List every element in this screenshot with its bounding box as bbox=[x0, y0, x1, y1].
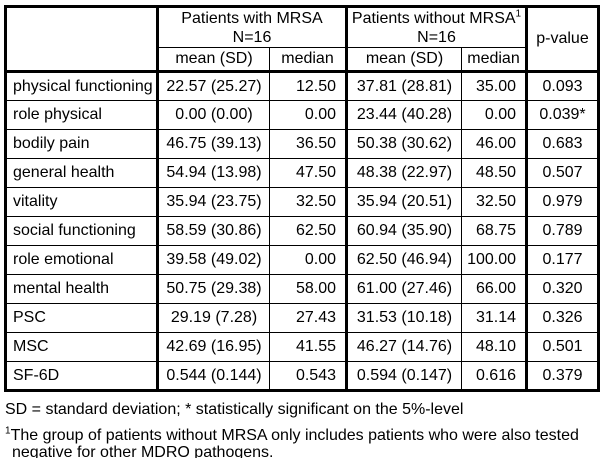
p-value-cell: 0.320 bbox=[526, 274, 599, 304]
row-label: physical functioning bbox=[5, 71, 159, 101]
no-mrsa-mean-sd-cell: 62.50 (46.94) bbox=[346, 245, 462, 275]
footnote-marker-icon: 1 bbox=[5, 425, 11, 437]
mrsa-median-cell: 58.00 bbox=[269, 274, 348, 304]
p-value-cell: 0.379 bbox=[526, 361, 599, 391]
mrsa-mean-sd-cell: 50.75 (29.38) bbox=[157, 274, 270, 304]
p-value-cell: 0.683 bbox=[526, 129, 599, 159]
mrsa-median-cell: 36.50 bbox=[269, 129, 348, 159]
table-row: MSC 42.69 (16.95) 41.55 46.27 (14.76) 48… bbox=[5, 332, 599, 362]
no-mrsa-mean-sd-cell: 0.594 (0.147) bbox=[346, 361, 462, 391]
mrsa-mean-sd-cell: 29.19 (7.28) bbox=[157, 303, 270, 333]
table-row: bodily pain 46.75 (39.13) 36.50 50.38 (3… bbox=[5, 129, 599, 159]
row-label: MSC bbox=[5, 332, 159, 362]
mrsa-median-cell: 0.00 bbox=[269, 100, 348, 130]
no-mrsa-mean-sd-cell: 46.27 (14.76) bbox=[346, 332, 462, 362]
p-value-cell: 0.039* bbox=[526, 100, 599, 130]
header-row-groups: Patients with MRSA N=16 Patients without… bbox=[5, 6, 599, 73]
row-label: mental health bbox=[5, 274, 159, 304]
group-n: N=16 bbox=[232, 28, 272, 46]
group-n: N=16 bbox=[417, 28, 456, 46]
mrsa-mean-sd-cell: 22.57 (25.27) bbox=[157, 71, 270, 101]
mrsa-mean-sd-cell: 58.59 (30.86) bbox=[157, 216, 270, 246]
median-header: median bbox=[461, 47, 528, 73]
row-label: social functioning bbox=[5, 216, 159, 246]
no-mrsa-mean-sd-cell: 31.53 (10.18) bbox=[346, 303, 462, 333]
group-title-line: Patients without MRSA1 bbox=[348, 8, 524, 28]
table-row: PSC 29.19 (7.28) 27.43 31.53 (10.18) 31.… bbox=[5, 303, 599, 333]
results-table: Patients with MRSA N=16 Patients without… bbox=[4, 5, 600, 392]
p-value-cell: 0.326 bbox=[526, 303, 599, 333]
group-header-no-mrsa: Patients without MRSA1 N=16 bbox=[346, 6, 528, 48]
mean-sd-header: mean (SD) bbox=[157, 47, 270, 73]
no-mrsa-mean-sd-cell: 37.81 (28.81) bbox=[346, 71, 462, 101]
group-title: Patients with MRSA bbox=[181, 9, 323, 27]
row-label: SF-6D bbox=[5, 361, 159, 391]
table-row: general health 54.94 (13.98) 47.50 48.38… bbox=[5, 158, 599, 188]
header-row-stats: mean (SD) median mean (SD) median bbox=[6, 47, 599, 73]
footnote-sd-definition: SD = standard deviation; * statistically… bbox=[5, 401, 464, 418]
row-label: role physical bbox=[5, 100, 159, 130]
mrsa-median-cell: 47.50 bbox=[269, 158, 348, 188]
no-mrsa-median-cell: 66.00 bbox=[461, 274, 528, 304]
p-value-cell: 0.177 bbox=[526, 245, 599, 275]
footnote-group-definition: 1The group of patients without MRSA only… bbox=[5, 425, 596, 458]
mrsa-median-cell: 32.50 bbox=[269, 187, 348, 217]
footnote-text: The group of patients without MRSA only … bbox=[10, 427, 579, 458]
no-mrsa-mean-sd-cell: 61.00 (27.46) bbox=[346, 274, 462, 304]
no-mrsa-mean-sd-cell: 50.38 (30.62) bbox=[346, 129, 462, 159]
mrsa-mean-sd-cell: 35.94 (23.75) bbox=[157, 187, 270, 217]
row-label: bodily pain bbox=[5, 129, 159, 159]
table-row: role emotional 39.58 (49.02) 0.00 62.50 … bbox=[5, 245, 599, 275]
mrsa-median-cell: 0.00 bbox=[269, 245, 348, 275]
mrsa-mean-sd-cell: 42.69 (16.95) bbox=[157, 332, 270, 362]
no-mrsa-mean-sd-cell: 48.38 (22.97) bbox=[346, 158, 462, 188]
no-mrsa-median-cell: 48.10 bbox=[461, 332, 528, 362]
p-value-cell: 0.507 bbox=[526, 158, 599, 188]
p-value-cell: 0.093 bbox=[526, 71, 599, 101]
mrsa-median-cell: 0.543 bbox=[269, 361, 348, 391]
no-mrsa-median-cell: 0.00 bbox=[461, 100, 528, 130]
no-mrsa-median-cell: 35.00 bbox=[461, 71, 528, 101]
p-value-header: p-value bbox=[526, 6, 599, 73]
group-header-mrsa: Patients with MRSA N=16 bbox=[157, 6, 348, 48]
table-row: role physical 0.00 (0.00) 0.00 23.44 (40… bbox=[5, 100, 599, 130]
mean-sd-header: mean (SD) bbox=[346, 47, 462, 73]
row-label: role emotional bbox=[5, 245, 159, 275]
mrsa-mean-sd-cell: 39.58 (49.02) bbox=[157, 245, 270, 275]
row-label: PSC bbox=[5, 303, 159, 333]
no-mrsa-mean-sd-cell: 23.44 (40.28) bbox=[346, 100, 462, 130]
no-mrsa-median-cell: 31.14 bbox=[461, 303, 528, 333]
no-mrsa-median-cell: 68.75 bbox=[461, 216, 528, 246]
no-mrsa-median-cell: 46.00 bbox=[461, 129, 528, 159]
mrsa-mean-sd-cell: 46.75 (39.13) bbox=[157, 129, 270, 159]
mrsa-median-cell: 62.50 bbox=[269, 216, 348, 246]
table-row: SF-6D 0.544 (0.144) 0.543 0.594 (0.147) … bbox=[5, 361, 599, 391]
p-value-cell: 0.501 bbox=[526, 332, 599, 362]
footnote-marker-icon: 1 bbox=[515, 8, 522, 20]
table-row: social functioning 58.59 (30.86) 62.50 6… bbox=[5, 216, 599, 246]
mrsa-mean-sd-cell: 0.00 (0.00) bbox=[157, 100, 270, 130]
row-label: general health bbox=[5, 158, 159, 188]
no-mrsa-median-cell: 32.50 bbox=[461, 187, 528, 217]
no-mrsa-mean-sd-cell: 60.94 (35.90) bbox=[346, 216, 462, 246]
median-header: median bbox=[269, 47, 348, 73]
mrsa-median-cell: 27.43 bbox=[269, 303, 348, 333]
mrsa-mean-sd-cell: 54.94 (13.98) bbox=[157, 158, 270, 188]
group-title: Patients without MRSA bbox=[351, 9, 516, 27]
p-value-cell: 0.979 bbox=[526, 187, 599, 217]
no-mrsa-median-cell: 100.00 bbox=[461, 245, 528, 275]
table-row: mental health 50.75 (29.38) 58.00 61.00 … bbox=[5, 274, 599, 304]
no-mrsa-median-cell: 48.50 bbox=[461, 158, 528, 188]
p-value-cell: 0.789 bbox=[526, 216, 599, 246]
table-row: physical functioning 22.57 (25.27) 12.50… bbox=[5, 71, 599, 101]
row-label: vitality bbox=[5, 187, 159, 217]
no-mrsa-median-cell: 0.616 bbox=[461, 361, 528, 391]
no-mrsa-mean-sd-cell: 35.94 (20.51) bbox=[346, 187, 462, 217]
mrsa-median-cell: 12.50 bbox=[269, 71, 348, 101]
mrsa-mean-sd-cell: 0.544 (0.144) bbox=[157, 361, 270, 391]
mrsa-median-cell: 41.55 bbox=[269, 332, 348, 362]
corner-cell bbox=[5, 6, 159, 73]
table-row: vitality 35.94 (23.75) 32.50 35.94 (20.5… bbox=[5, 187, 599, 217]
